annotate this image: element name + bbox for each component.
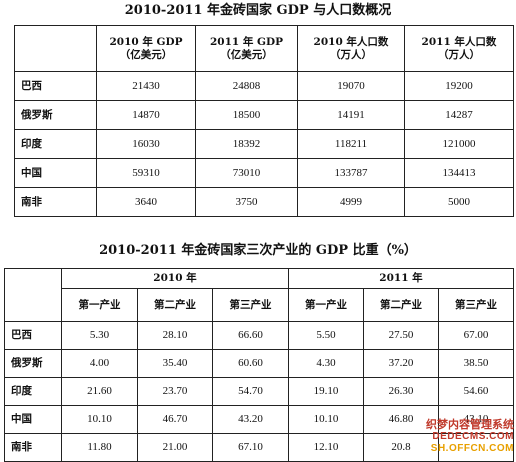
table-cell: 18500 bbox=[195, 100, 298, 130]
table-cell: 67.00 bbox=[438, 321, 514, 350]
watermark-line: DEDECMS.COM bbox=[432, 431, 514, 442]
watermark-line: 织梦内容管理系统 bbox=[426, 419, 514, 431]
industry-share-table: 2010 年 2011 年 第一产业 第二产业 第三产业 第一产业 第二产业 第… bbox=[4, 268, 514, 462]
table2-title: 2010-2011 年金砖国家三次产业的 GDP 比重（%） bbox=[99, 243, 417, 258]
row-header-country: 中国 bbox=[4, 405, 62, 434]
table-cell: 27.50 bbox=[363, 321, 439, 350]
table-cell: 118211 bbox=[297, 129, 405, 159]
table-cell: 67.10 bbox=[212, 433, 289, 462]
row-header-country: 南非 bbox=[14, 187, 97, 217]
site-watermark: 织梦内容管理系统 DEDECMS.COM SH.OFFCN.COM bbox=[426, 419, 514, 455]
table1-title: 2010-2011 年金砖国家 GDP 与人口数概况 bbox=[124, 3, 392, 18]
column-header: 2010 年人口数 （万人） bbox=[297, 25, 405, 72]
table-cell: 20.8 bbox=[363, 433, 439, 462]
table-cell: 19.10 bbox=[288, 377, 364, 406]
row-header-country: 巴西 bbox=[4, 321, 62, 350]
table1-header-row: 2010 年 GDP （亿美元） 2011 年 GDP （亿美元） 2010 年人口… bbox=[14, 25, 514, 72]
row-header-country: 中国 bbox=[14, 158, 97, 188]
column-header: 2011 年 GDP （亿美元） bbox=[195, 25, 298, 72]
gdp-population-table: 2010 年 GDP （亿美元） 2011 年 GDP （亿美元） 2010 年人口… bbox=[14, 25, 514, 217]
row-header-country: 印度 bbox=[14, 129, 97, 159]
table-row: 中国 59310 73010 133787 134413 bbox=[14, 158, 514, 188]
sector-header: 第三产业 bbox=[212, 288, 289, 322]
table-cell: 11.80 bbox=[61, 433, 138, 462]
table-row: 南非 3640 3750 4999 5000 bbox=[14, 187, 514, 217]
table-cell: 26.30 bbox=[363, 377, 439, 406]
table-cell: 14191 bbox=[297, 100, 405, 130]
table-cell: 46.80 bbox=[363, 405, 439, 434]
table-cell: 4.00 bbox=[61, 349, 138, 378]
table-row: 中国 10.10 46.70 43.20 10.10 46.80 43.10 bbox=[4, 405, 514, 434]
sector-header: 第三产业 bbox=[438, 288, 514, 322]
table-cell: 21430 bbox=[96, 71, 196, 101]
table-cell: 66.60 bbox=[212, 321, 289, 350]
table-cell: 121000 bbox=[404, 129, 514, 159]
table-cell: 4.30 bbox=[288, 349, 364, 378]
table-cell: 16030 bbox=[96, 129, 196, 159]
table-cell: 134413 bbox=[404, 158, 514, 188]
table-cell: 5.30 bbox=[61, 321, 138, 350]
table-cell: 23.70 bbox=[137, 377, 213, 406]
table-cell: 60.60 bbox=[212, 349, 289, 378]
table-cell: 35.40 bbox=[137, 349, 213, 378]
table2-sector-row: 第一产业 第二产业 第三产业 第一产业 第二产业 第三产业 bbox=[5, 288, 514, 322]
table-row: 印度 21.60 23.70 54.70 19.10 26.30 54.60 bbox=[4, 377, 514, 406]
sector-header: 第一产业 bbox=[61, 288, 138, 322]
table-cell: 18392 bbox=[195, 129, 298, 159]
table-row: 俄罗斯 14870 18500 14191 14287 bbox=[14, 100, 514, 130]
table-cell bbox=[438, 433, 514, 462]
table-cell: 28.10 bbox=[137, 321, 213, 350]
table-cell: 43.10 bbox=[438, 405, 514, 434]
year-header: 2010 年 bbox=[61, 268, 289, 289]
sector-header: 第二产业 bbox=[137, 288, 213, 322]
table-row: 巴西 5.30 28.10 66.60 5.50 27.50 67.00 bbox=[4, 321, 514, 350]
table-cell: 14287 bbox=[404, 100, 514, 130]
table-cell: 4999 bbox=[297, 187, 405, 217]
table-cell: 21.00 bbox=[137, 433, 213, 462]
table-cell: 37.20 bbox=[363, 349, 439, 378]
table-cell: 10.10 bbox=[288, 405, 364, 434]
year-header: 2011 年 bbox=[288, 268, 514, 289]
table-cell: 133787 bbox=[297, 158, 405, 188]
table-cell: 14870 bbox=[96, 100, 196, 130]
table-cell: 24808 bbox=[195, 71, 298, 101]
table-cell: 5000 bbox=[404, 187, 514, 217]
table-cell: 5.50 bbox=[288, 321, 364, 350]
table-cell: 38.50 bbox=[438, 349, 514, 378]
table-cell: 59310 bbox=[96, 158, 196, 188]
table-cell: 43.20 bbox=[212, 405, 289, 434]
row-header-country: 巴西 bbox=[14, 71, 97, 101]
table-cell: 54.70 bbox=[212, 377, 289, 406]
row-header-country: 南非 bbox=[4, 433, 62, 462]
table2-year-row: 2010 年 2011 年 bbox=[4, 268, 514, 322]
column-header: 2011 年人口数 （万人） bbox=[404, 25, 514, 72]
table-cell: 46.70 bbox=[137, 405, 213, 434]
table-cell: 19200 bbox=[404, 71, 514, 101]
row-header-country: 俄罗斯 bbox=[14, 100, 97, 130]
table1-corner-cell bbox=[14, 25, 97, 72]
row-header-country: 俄罗斯 bbox=[4, 349, 62, 378]
table-cell: 73010 bbox=[195, 158, 298, 188]
row-header-country: 印度 bbox=[4, 377, 62, 406]
watermark-line: SH.OFFCN.COM bbox=[430, 443, 514, 454]
table-cell: 21.60 bbox=[61, 377, 138, 406]
table-cell: 19070 bbox=[297, 71, 405, 101]
column-header: 2010 年 GDP （亿美元） bbox=[96, 25, 196, 72]
sector-header: 第二产业 bbox=[363, 288, 439, 322]
table-cell: 12.10 bbox=[288, 433, 364, 462]
sector-header: 第一产业 bbox=[288, 288, 364, 322]
table-cell: 3640 bbox=[96, 187, 196, 217]
table-cell: 10.10 bbox=[61, 405, 138, 434]
table2-corner-cell bbox=[4, 268, 62, 322]
table-cell: 3750 bbox=[195, 187, 298, 217]
table-row: 俄罗斯 4.00 35.40 60.60 4.30 37.20 38.50 bbox=[4, 349, 514, 378]
table-row: 印度 16030 18392 118211 121000 bbox=[14, 129, 514, 159]
table-cell: 54.60 bbox=[438, 377, 514, 406]
table-row: 巴西 21430 24808 19070 19200 bbox=[14, 71, 514, 101]
